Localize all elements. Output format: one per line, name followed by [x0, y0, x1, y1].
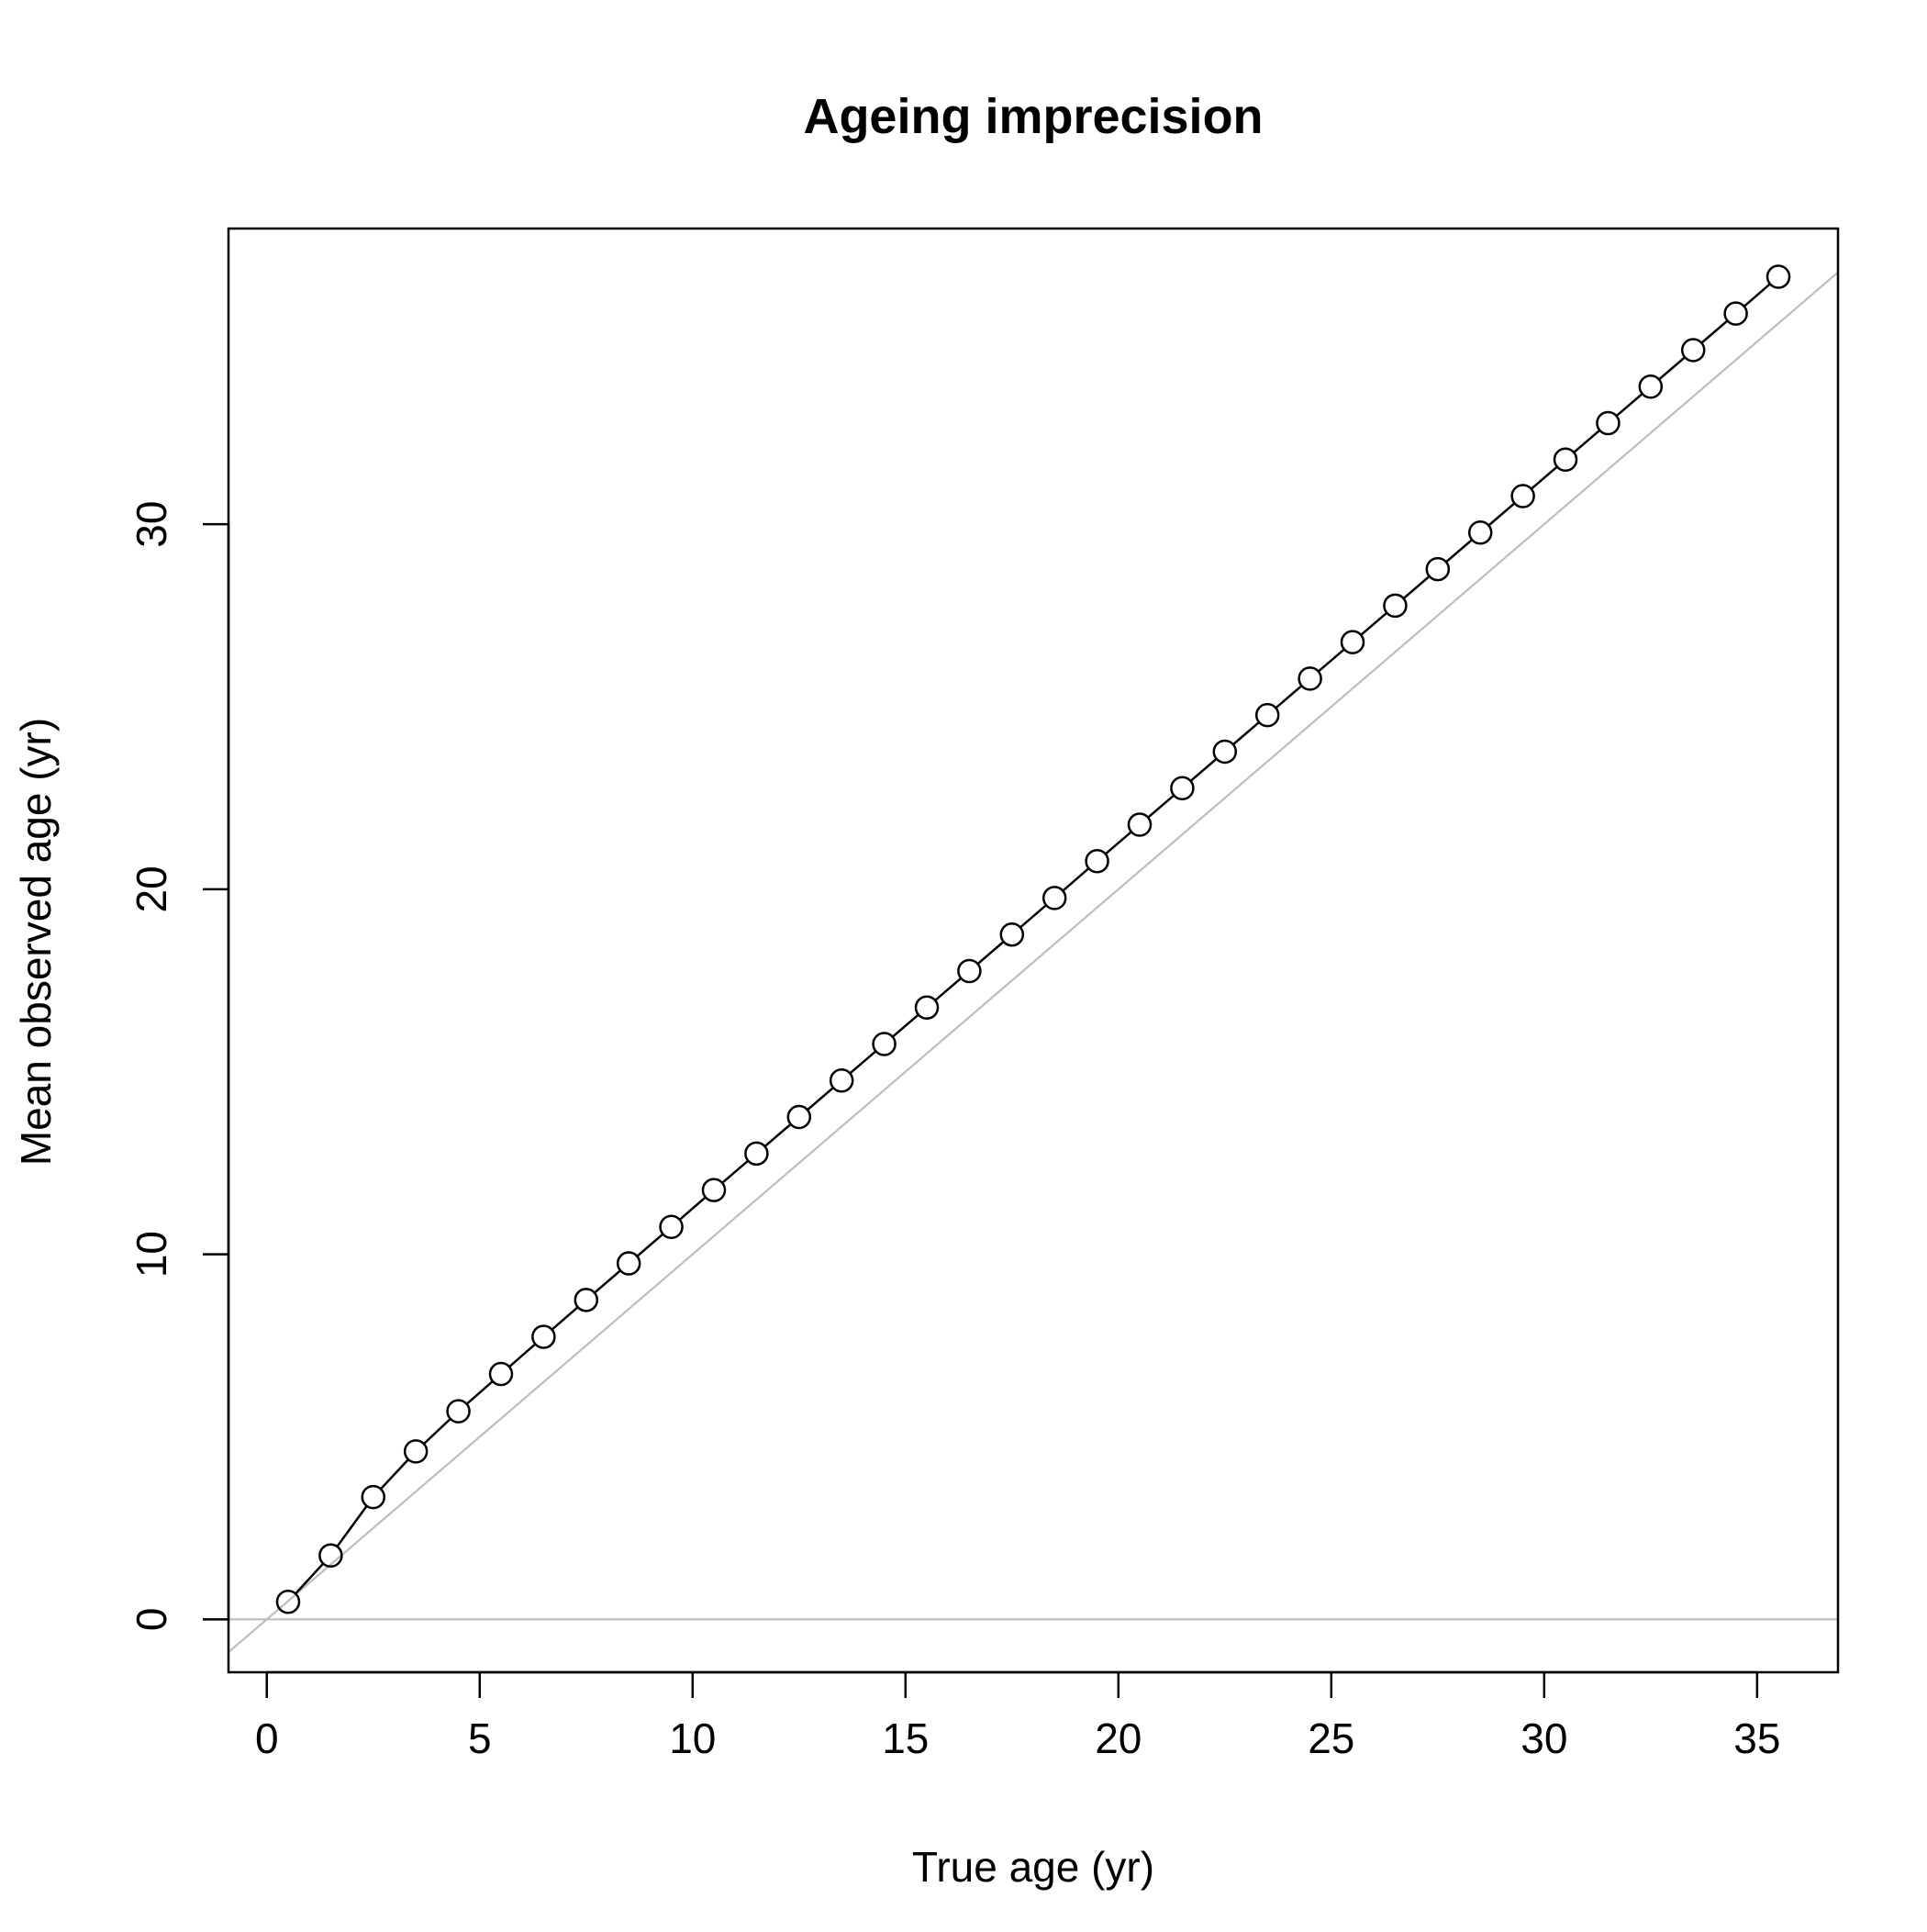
data-point — [361, 1484, 386, 1510]
data-point — [531, 1324, 556, 1349]
data-point — [999, 921, 1025, 947]
data-point — [488, 1361, 514, 1387]
data-point — [1765, 264, 1791, 289]
x-tick-label: 0 — [255, 1714, 279, 1762]
data-point — [275, 1589, 301, 1614]
series-segment — [1147, 794, 1175, 819]
data-point — [1425, 556, 1451, 582]
series-segment — [1104, 831, 1132, 855]
identity-line — [228, 271, 1838, 1653]
series-segment — [336, 1505, 368, 1547]
y-tick-label: 0 — [128, 1608, 175, 1632]
series-segment — [423, 1417, 451, 1446]
series-segment — [1360, 611, 1388, 636]
data-point — [1383, 593, 1408, 619]
data-point — [1340, 630, 1365, 654]
reference-lines — [228, 271, 1838, 1653]
data-point — [1254, 702, 1280, 728]
series-segment — [1700, 319, 1729, 344]
series-segment — [1402, 575, 1431, 599]
data-point — [616, 1251, 641, 1276]
x-axis: 0 5 10 15 20 25 30 35 — [255, 1670, 1780, 1762]
series-segment — [636, 1233, 664, 1257]
series-segment — [1445, 539, 1473, 564]
series-segment — [891, 1013, 919, 1038]
series-segment — [1530, 465, 1558, 490]
data-point — [1638, 374, 1664, 399]
data-point — [1170, 776, 1195, 800]
series-segment — [1317, 648, 1345, 673]
series-segment — [1019, 904, 1047, 929]
x-tick-label: 5 — [468, 1714, 492, 1762]
x-tick-label: 15 — [882, 1714, 929, 1762]
x-tick-label: 10 — [669, 1714, 716, 1762]
data-point — [318, 1543, 343, 1568]
x-tick-label: 20 — [1095, 1714, 1142, 1762]
x-tick-label: 25 — [1308, 1714, 1354, 1762]
series-segment — [1232, 721, 1260, 746]
data-point — [659, 1214, 684, 1240]
series-segment — [678, 1196, 707, 1221]
y-tick-label: 10 — [128, 1231, 175, 1278]
series-segment — [976, 941, 1005, 966]
y-axis: 0 10 20 30 — [128, 501, 230, 1632]
data-point — [1467, 520, 1493, 545]
series-segment — [380, 1458, 409, 1491]
y-axis-label: Mean observed age (yr) — [12, 718, 60, 1166]
data-point — [1041, 886, 1067, 910]
data-point — [403, 1439, 429, 1464]
data-point — [1212, 739, 1238, 765]
series-segment — [721, 1159, 750, 1184]
data-point — [701, 1178, 727, 1202]
series-segment — [934, 977, 963, 1001]
series-segment — [1062, 867, 1090, 892]
y-tick-label: 30 — [128, 501, 175, 548]
series-segment — [1658, 356, 1686, 381]
data-point — [1298, 666, 1322, 691]
data-point — [574, 1288, 599, 1312]
data-point — [872, 1032, 897, 1056]
data-point — [1596, 410, 1621, 436]
data-point — [446, 1399, 471, 1424]
series-segment — [1189, 757, 1218, 782]
series-segment — [1487, 502, 1516, 527]
data-point — [1510, 484, 1535, 508]
x-tick-label: 35 — [1733, 1714, 1780, 1762]
series-layer — [275, 264, 1791, 1614]
series-segment — [1615, 393, 1643, 418]
series-segment — [594, 1269, 621, 1294]
series-segment — [295, 1562, 325, 1595]
series-segment — [465, 1380, 494, 1405]
data-point — [829, 1068, 854, 1093]
series-segment — [508, 1343, 537, 1368]
data-point — [1680, 338, 1706, 363]
x-axis-label: True age (yr) — [912, 1843, 1154, 1891]
series-segment — [849, 1050, 877, 1075]
data-point — [786, 1104, 812, 1130]
data-point — [957, 958, 982, 984]
chart-title: Ageing imprecision — [803, 89, 1263, 144]
series-segment — [807, 1087, 834, 1111]
y-tick-label: 20 — [128, 865, 175, 912]
data-point — [1553, 447, 1578, 473]
data-point — [1723, 301, 1748, 326]
data-point — [1127, 812, 1153, 837]
data-point — [744, 1141, 769, 1167]
series-segment — [1275, 685, 1303, 709]
series-segment — [1743, 283, 1771, 307]
x-tick-label: 30 — [1520, 1714, 1567, 1762]
data-point — [1085, 849, 1109, 874]
series-segment — [763, 1122, 792, 1147]
series-segment — [551, 1306, 579, 1331]
data-point — [914, 995, 940, 1020]
series-segment — [1573, 429, 1601, 453]
